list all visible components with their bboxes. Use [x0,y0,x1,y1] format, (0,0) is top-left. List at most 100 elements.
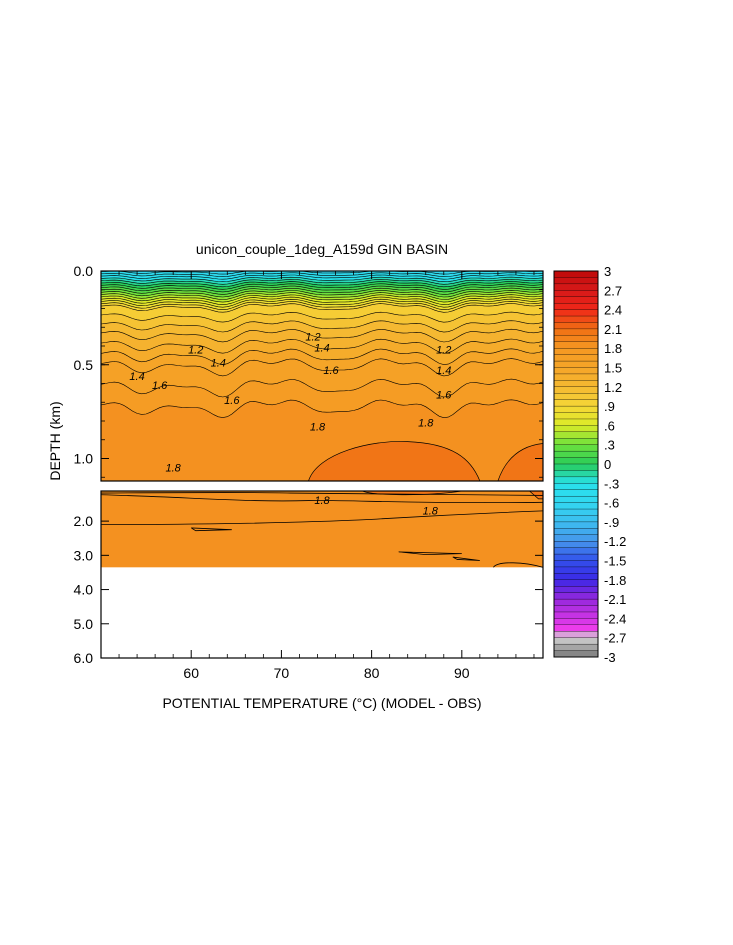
colorbar-bin [553,547,599,555]
y-tick-label: 6.0 [74,650,94,666]
contour-line [101,492,543,496]
colorbar-bin [553,399,599,407]
chart-title: unicon_couple_1deg_A159d GIN BASIN [196,241,448,257]
colorbar-bin [553,354,599,362]
contour-label: 1.6 [152,380,168,392]
colorbar-bin [553,598,599,607]
upper-y-axis: 0.0 0.5 1.0 [74,263,543,478]
x-axis: 60 70 80 90 [118,271,535,681]
colorbar: 3 2.7 2.4 2.1 1.8 1.5 1.2 .9 .6 .3 0 -.3 -.6 -.9 -1.2 -… [553,264,626,665]
colorbar-label: .3 [604,438,615,453]
colorbar-bin [553,296,599,304]
colorbar-label: 1.5 [604,361,622,376]
contour-line [101,494,543,504]
colorbar-bin [553,380,599,388]
colorbar-bin [553,335,599,343]
contour-label: 1.8 [314,495,330,507]
colorbar-bin [553,470,599,478]
colorbar-bin [553,586,599,594]
upper-contour-lines [308,441,543,481]
y-tick-label: 0.0 [74,263,94,279]
colorbar-label: -2.1 [604,592,626,607]
x-tick-label: 70 [274,665,290,681]
contour-label: 1.8 [418,418,434,430]
colorbar-bin [553,425,599,433]
colorbar-bin [553,322,599,330]
colorbar-bin [553,650,599,658]
colorbar-bin [553,502,599,510]
contour-label: 1.6 [323,365,339,377]
colorbar-bin [553,624,599,632]
lower-contour-lines [101,491,543,568]
upper-warm-patch [308,441,481,481]
colorbar-bin [553,431,599,439]
upper-fill [101,271,543,481]
x-tick-label: 90 [454,665,470,681]
colorbar-bin [553,450,599,459]
y-axis-label: DEPTH (km) [47,401,63,480]
colorbar-bin [553,528,599,536]
contour-line [452,556,480,561]
contour-line [190,527,232,532]
colorbar-bin [553,457,599,465]
colorbar-bin [553,302,599,311]
colorbar-bin [553,637,599,645]
contour-line [493,562,543,568]
colorbar-label: -3 [604,650,616,665]
colorbar-bin [553,573,599,581]
contour-label: 1.2 [436,345,451,357]
lower-fill [101,491,543,568]
contour-label: 1.4 [436,365,451,377]
colorbar-bin [553,579,599,587]
colorbar-label: 1.8 [604,341,622,356]
colorbar-bin [553,483,599,491]
colorbar-bin [553,438,599,446]
colorbar-bin [553,463,599,471]
colorbar-bin [553,553,599,561]
contour-label: 1.6 [436,390,452,402]
colorbar-bin [553,418,599,426]
y-tick-label: 0.5 [74,357,94,373]
colorbar-bin [553,283,599,291]
lower-contour-labels: 1.8 1.8 [314,495,438,517]
y-tick-label: 1.0 [74,451,94,467]
colorbar-label: -2.4 [604,611,626,626]
colorbar-bin [553,405,599,414]
contour-label: 1.8 [166,463,182,475]
contour-label: 1.8 [423,505,439,517]
lower-fill-base [101,491,543,568]
colorbar-bin [553,534,599,542]
colorbar-bin [553,605,599,613]
colorbar-bin [553,315,599,323]
colorbar-bin [553,560,599,568]
colorbar-bin [553,277,599,285]
y-tick-label: 4.0 [74,582,94,598]
lower-warm-patch [528,491,543,500]
colorbar-bin [553,412,599,420]
colorbar-bin [553,393,599,401]
colorbar-label: -1.8 [604,573,626,588]
lower-panel-frame [100,490,544,659]
colorbar-bin [553,348,599,356]
lower-panel: 1.8 1.8 2.0 3.0 4.0 5.0 6.0 60 70 80 90 [74,271,544,681]
colorbar-label: 2.7 [604,283,622,298]
contour-label: 1.6 [224,395,240,407]
colorbar-bin [553,592,599,600]
colorbar-bin [553,521,599,529]
colorbar-bin [553,495,599,504]
x-tick-label: 60 [183,665,199,681]
x-tick-label: 80 [364,665,380,681]
upper-panel-frame [100,270,544,482]
colorbar-bin [553,328,599,336]
contour-label: 1.4 [211,358,226,370]
colorbar-bin [553,618,599,626]
contour-label: 1.2 [305,331,320,343]
colorbar-bin [553,515,599,523]
colorbar-bin [553,309,599,317]
colorbar-bin [553,541,599,549]
colorbar-label: .9 [604,399,615,414]
contour-label: 1.4 [314,343,329,355]
colorbar-label: 0 [604,457,611,472]
colorbar-label: -.3 [604,476,619,491]
